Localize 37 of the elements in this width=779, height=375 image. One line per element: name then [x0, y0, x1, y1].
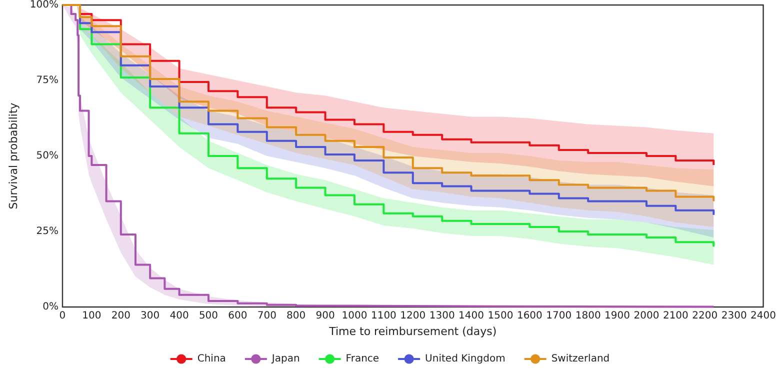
x-tick-label: 2300	[721, 310, 747, 322]
x-tick-label: 2000	[634, 310, 660, 322]
x-axis-title: Time to reimbursement (days)	[328, 324, 497, 338]
x-tick-label: 900	[316, 310, 335, 322]
x-tick-label: 1700	[546, 310, 572, 322]
x-tick-label: 1300	[429, 310, 455, 322]
x-tick-label: 2400	[750, 310, 776, 322]
y-tick-label: 100%	[30, 0, 58, 10]
x-tick-label: 1500	[488, 310, 514, 322]
x-tick-label: 400	[170, 310, 189, 322]
y-tick-label: 75%	[36, 75, 58, 86]
x-tick-label: 2200	[692, 310, 718, 322]
legend-label: France	[346, 354, 380, 364]
legend-label: Switzerland	[551, 354, 610, 364]
x-tick-label: 1100	[370, 310, 396, 322]
x-tick-label: 1800	[575, 310, 601, 322]
x-tick-label: 0	[59, 310, 66, 322]
y-tick-label: 0%	[42, 302, 58, 312]
x-tick-label: 700	[257, 310, 276, 322]
x-tick-label: 2100	[662, 310, 688, 322]
x-tick-label: 1000	[342, 310, 368, 322]
x-tick-label: 1200	[400, 310, 426, 322]
x-tick-label: 100	[82, 310, 102, 322]
x-tick-label: 1900	[604, 310, 630, 322]
y-tick-label: 25%	[36, 226, 58, 237]
x-tick-label: 1600	[516, 310, 542, 322]
x-tick-label: 800	[286, 310, 306, 322]
x-tick-label: 300	[140, 310, 160, 322]
legend-label: United Kingdom	[425, 354, 506, 364]
x-tick-label: 600	[228, 310, 248, 322]
legend-label: Japan	[270, 354, 300, 364]
x-tick-label: 200	[111, 310, 130, 322]
y-axis-title: Survival probability	[7, 102, 20, 210]
legend-label: China	[197, 354, 226, 364]
y-tick-label: 50%	[36, 150, 58, 162]
x-tick-label: 1400	[458, 310, 484, 322]
x-tick-label: 500	[198, 310, 218, 322]
